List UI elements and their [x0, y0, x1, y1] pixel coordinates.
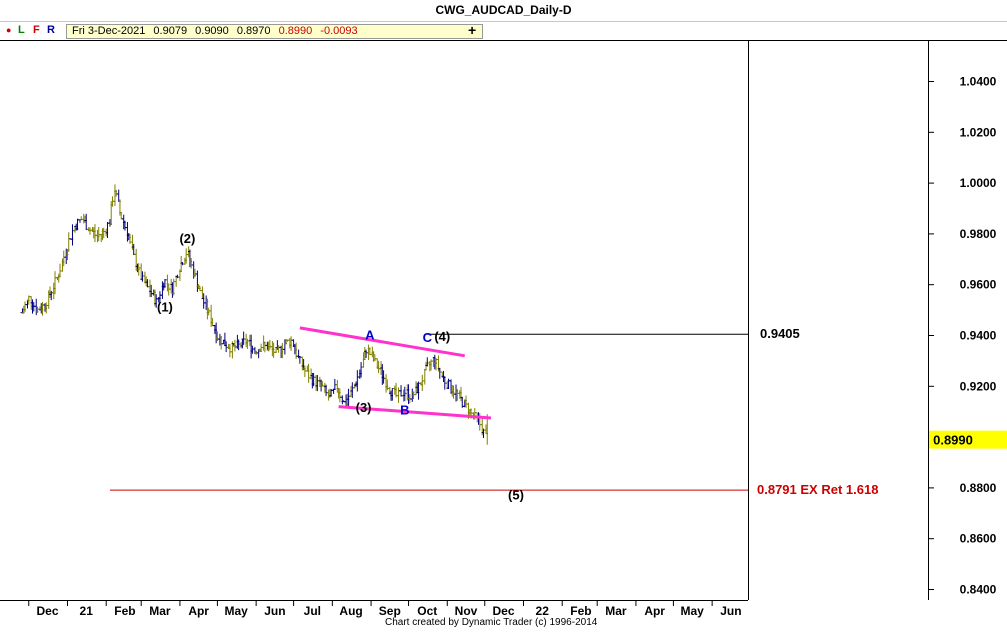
wave-label-1: (1) [157, 300, 173, 315]
wave-label-4: (4) [434, 329, 450, 344]
y-tick-label: 0.8400 [960, 583, 997, 597]
r-button[interactable]: R [47, 24, 55, 36]
chart-toolbar: ● L F R Fri 3-Dec-2021 0.9079 0.9090 0.8… [0, 22, 1007, 41]
x-tick-label: Oct [417, 604, 437, 618]
l-button[interactable]: L [18, 24, 25, 36]
y-tick-label: 1.0000 [960, 176, 997, 190]
x-tick-label: Mar [149, 604, 171, 618]
add-icon[interactable]: + [468, 22, 477, 38]
x-tick-label: 22 [536, 604, 550, 618]
info-open: 0.9079 [153, 25, 188, 37]
y-tick-label: 1.0200 [960, 125, 997, 139]
y-tick-label: 1.0400 [960, 75, 997, 89]
wave-label-A: A [365, 328, 375, 343]
wave-label-C: C [423, 330, 433, 345]
y-tick-label: 0.9800 [960, 227, 997, 241]
upper-channel-line [299, 326, 466, 358]
x-tick-label: Feb [570, 604, 591, 618]
x-tick-label: 21 [80, 604, 94, 618]
info-date: Fri 3-Dec-2021 [72, 25, 146, 37]
record-dot-icon[interactable]: ● [6, 25, 12, 35]
x-tick-label: Dec [36, 604, 58, 618]
window-titlebar: CWG_AUDCAD_Daily-D [0, 0, 1007, 22]
info-low: 0.8970 [236, 25, 271, 37]
ohlc-info-box: Fri 3-Dec-2021 0.9079 0.9090 0.8970 0.89… [66, 24, 483, 39]
info-close: 0.8990 [278, 25, 313, 37]
x-tick-label: May [224, 604, 248, 618]
x-tick-label: Aug [339, 604, 362, 618]
x-tick-label: Feb [114, 604, 135, 618]
last-price-label: 0.8990 [933, 433, 973, 448]
info-change: -0.0093 [320, 25, 358, 37]
y-tick-label: 0.8600 [960, 532, 997, 546]
x-tick-label: May [680, 604, 704, 618]
chart-credit: Chart created by Dynamic Trader (c) 1996… [385, 617, 598, 628]
y-tick-label: 0.9400 [960, 329, 997, 343]
info-high: 0.9090 [195, 25, 229, 37]
y-tick-label: 0.9200 [960, 379, 997, 393]
last-price-highlight [929, 430, 1007, 449]
target-level-label: 0.8791 EX Ret 1.618 [757, 482, 878, 497]
x-tick-label: Nov [455, 604, 478, 618]
x-tick-label: Sep [379, 604, 401, 618]
wave-label-3: (3) [356, 400, 372, 415]
lower-channel-line [338, 405, 492, 420]
f-button[interactable]: F [33, 24, 40, 36]
x-tick-label: Apr [188, 604, 209, 618]
wave-label-5: (5) [508, 488, 524, 503]
x-tick-label: Jun [264, 604, 285, 618]
wave-label-B: B [400, 402, 409, 417]
wave-label-2: (2) [179, 231, 195, 246]
x-tick-label: Mar [605, 604, 627, 618]
x-tick-label: Jul [304, 604, 321, 618]
window-title: CWG_AUDCAD_Daily-D [435, 3, 572, 17]
x-tick-label: Jun [720, 604, 741, 618]
x-tick-label: Apr [644, 604, 665, 618]
resistance-level-label: 0.9405 [760, 326, 800, 341]
y-tick-label: 0.9600 [960, 278, 997, 292]
y-tick-label: 0.8800 [960, 481, 997, 495]
x-tick-label: Dec [492, 604, 514, 618]
